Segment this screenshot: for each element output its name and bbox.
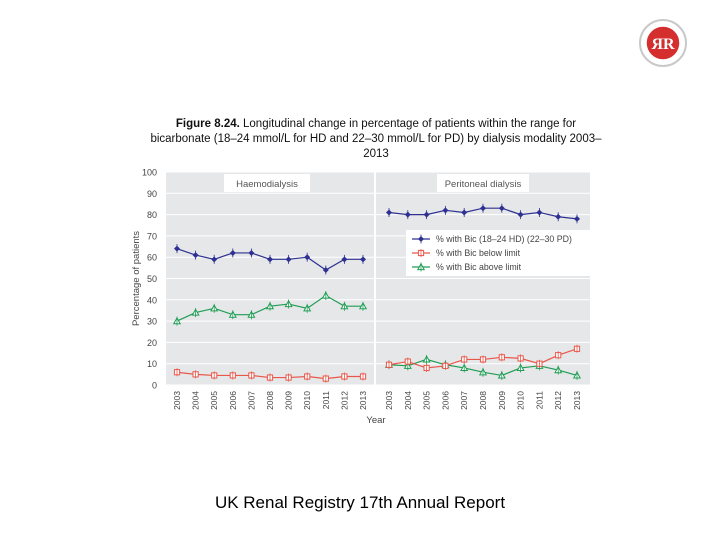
bicarbonate-line-chart: 0 10 20 30 40 50 60 70 80 90 100 Percentage of pati… xyxy=(131,168,590,426)
figure-title: Figure 8.24. Longitudinal change in perc… xyxy=(150,117,602,162)
y-tick-label: 100 xyxy=(142,168,157,178)
legend-label-above: % with Bic above limit xyxy=(436,262,522,272)
x-tick-label: 2009 xyxy=(497,391,507,410)
x-tick-label: 2005 xyxy=(209,391,219,410)
y-tick-label: 20 xyxy=(147,338,157,348)
panel-header-label: Peritoneal dialysis xyxy=(445,179,522,190)
x-tick-label: 2009 xyxy=(284,391,294,410)
x-tick-label: 2011 xyxy=(321,391,331,410)
y-axis-label: Percentage of patients xyxy=(131,231,142,326)
x-tick-label: 2011 xyxy=(534,391,544,410)
logo-text: ЯR xyxy=(651,36,675,53)
x-tick-label: 2013 xyxy=(572,391,582,410)
legend-label-below: % with Bic below limit xyxy=(436,248,521,258)
legend-label-within: % with Bic (18–24 HD) (22–30 PD) xyxy=(436,234,572,244)
panel-header-box xyxy=(437,174,529,192)
y-tick-label: 0 xyxy=(152,381,157,391)
x-tick-label: 2004 xyxy=(403,391,413,410)
x-tick-label: 2006 xyxy=(228,391,238,410)
x-tick-label: 2008 xyxy=(265,391,275,410)
y-tick-label: 40 xyxy=(147,295,157,305)
figure-title-text: Longitudinal change in percentage of pat… xyxy=(150,118,602,160)
y-tick-label: 30 xyxy=(147,317,157,327)
y-tick-label: 70 xyxy=(147,231,157,241)
x-tick-label: 2010 xyxy=(516,391,526,410)
y-tick-label: 50 xyxy=(147,274,157,284)
registry-logo-icon: ЯR xyxy=(639,19,687,67)
x-tick-label: 2007 xyxy=(459,391,469,410)
x-tick-label: 2007 xyxy=(246,391,256,410)
legend-box xyxy=(406,230,590,276)
panel-header-label: Haemodialysis xyxy=(236,179,298,190)
x-tick-label: 2005 xyxy=(422,391,432,410)
x-tick-label: 2013 xyxy=(358,391,368,410)
x-axis-label: Year xyxy=(366,415,385,426)
x-tick-label: 2003 xyxy=(172,391,182,410)
y-tick-label: 60 xyxy=(147,253,157,263)
x-tick-label: 2008 xyxy=(478,391,488,410)
x-tick-label: 2003 xyxy=(384,391,394,410)
panel-header-box xyxy=(224,174,310,192)
x-tick-label: 2004 xyxy=(191,391,201,410)
x-tick-label: 2012 xyxy=(553,391,563,410)
figure-label: Figure 8.24. xyxy=(175,118,240,130)
y-tick-label: 10 xyxy=(147,359,157,369)
y-tick-label: 80 xyxy=(147,210,157,220)
x-tick-label: 2006 xyxy=(440,391,450,410)
x-tick-label: 2010 xyxy=(302,391,312,410)
y-tick-label: 90 xyxy=(147,189,157,199)
footer-text: UK Renal Registry 17th Annual Report xyxy=(214,493,506,512)
x-tick-label: 2012 xyxy=(339,391,349,410)
